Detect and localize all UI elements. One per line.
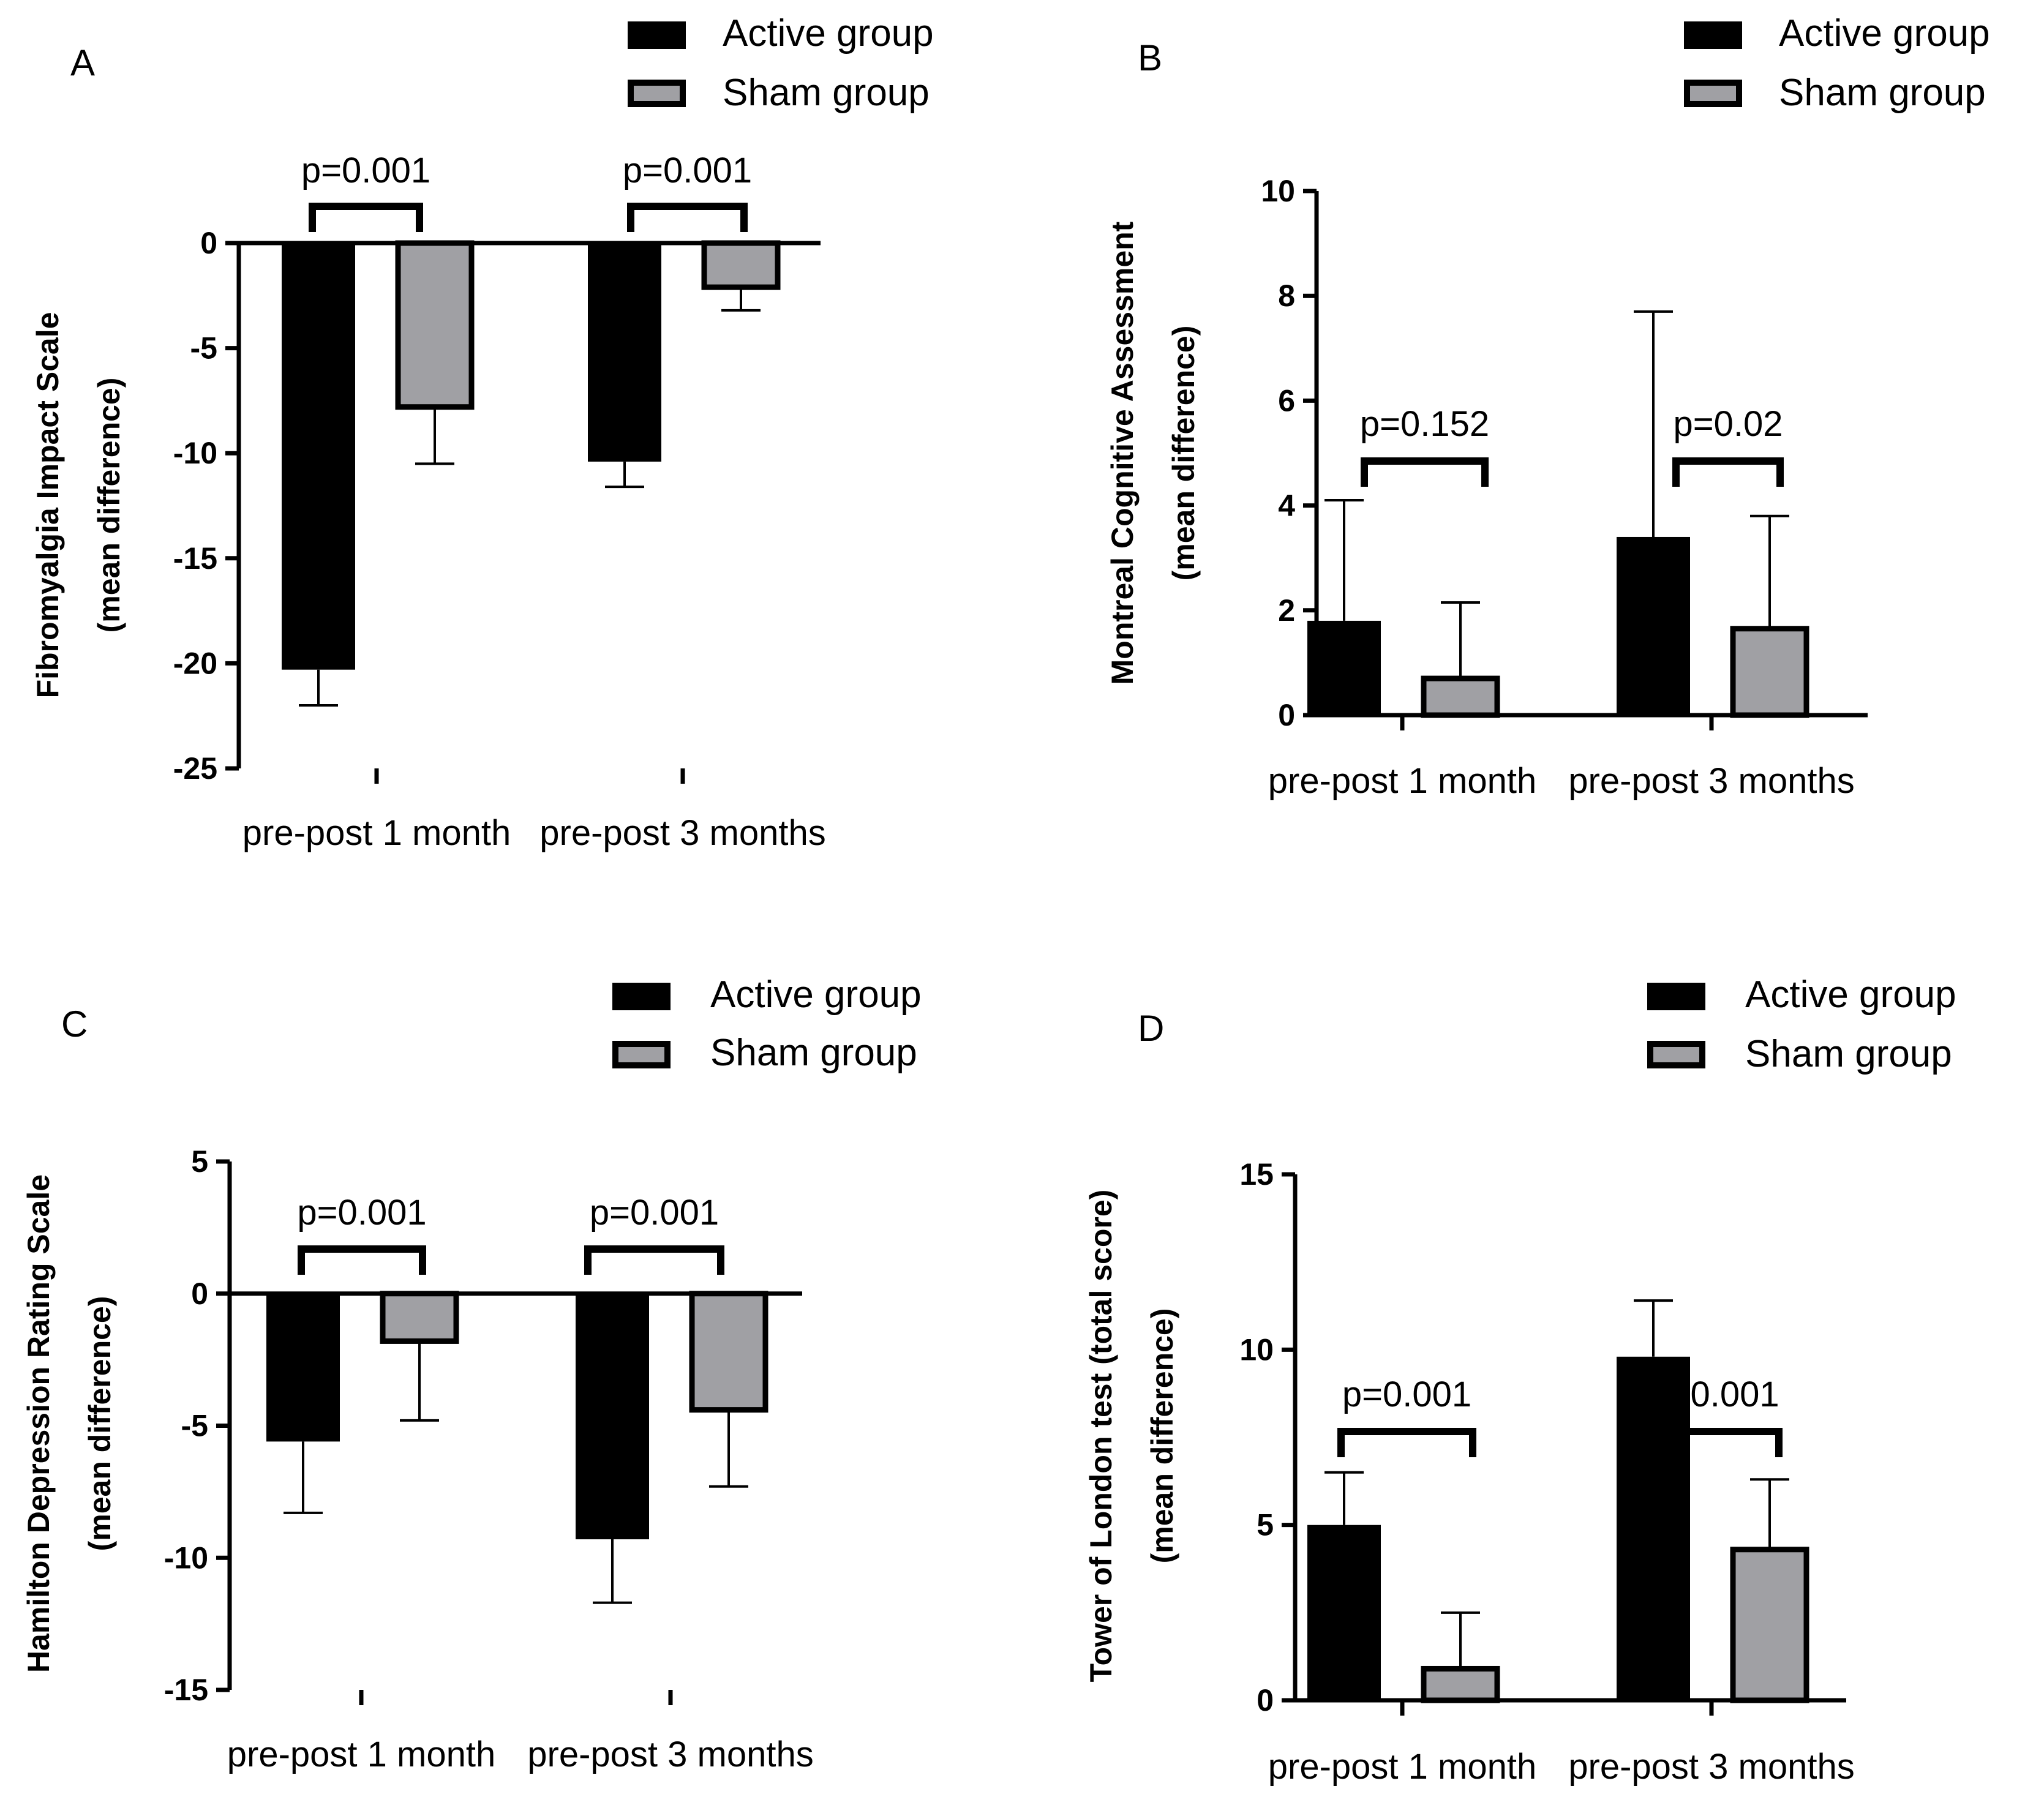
x-tick-label: pre-post 1 month — [1268, 761, 1536, 801]
bar-sham — [1421, 1665, 1500, 1703]
significance-bracket — [1647, 1428, 1783, 1457]
legend-swatch-sham — [628, 80, 686, 107]
x-tick-label: pre-post 3 months — [539, 813, 825, 853]
legend-label: Active group — [1779, 12, 1990, 54]
panel-letter: B — [1138, 37, 1162, 78]
significance-bracket — [584, 1245, 724, 1275]
bar-active — [282, 243, 355, 670]
y-axis-title: (mean difference) — [1145, 1308, 1179, 1564]
y-axis-title: (mean difference) — [92, 378, 126, 633]
bar-sham — [1421, 675, 1500, 718]
bar-active — [1617, 536, 1690, 715]
bar-active — [266, 1293, 340, 1442]
y-tick-label: -10 — [173, 436, 217, 470]
y-axis-title: Tower of London test (total score) — [1084, 1190, 1118, 1683]
bar-sham — [395, 240, 475, 410]
panel-d: D 0 5 10 15 pre-post 1 month pre-post 3 months… — [1084, 974, 1956, 1787]
y-tick-label: -15 — [164, 1673, 208, 1707]
y-tick-label: 15 — [1239, 1157, 1274, 1191]
y-tick-label: 10 — [1261, 174, 1295, 208]
x-tick-label: pre-post 3 months — [1568, 1747, 1854, 1787]
y-tick-label: 10 — [1239, 1332, 1274, 1367]
legend-label: Active group — [723, 12, 934, 54]
panel-b: B 0 2 4 6 8 10 pre-post 1 month pre-post 3 month… — [1105, 12, 1990, 801]
bar-active — [1307, 1525, 1381, 1700]
y-tick-label: 5 — [1257, 1508, 1274, 1542]
y-axis-title: Montreal Cognitive Assessment — [1105, 221, 1140, 685]
p-value-label: p=0.02 — [1673, 404, 1783, 444]
y-tick-label: 4 — [1278, 489, 1295, 523]
y-tick-label: -5 — [190, 331, 217, 366]
legend-swatch-active — [1684, 21, 1742, 49]
legend-label: Sham group — [1779, 72, 1986, 114]
x-tick-label: pre-post 1 month — [1268, 1747, 1536, 1787]
y-tick-label: 2 — [1278, 593, 1295, 628]
p-value-label: p=0.001 — [1650, 1375, 1779, 1414]
x-tick-label: pre-post 1 month — [242, 813, 511, 853]
legend-swatch-active — [1647, 983, 1705, 1010]
x-tick-label: pre-post 3 months — [1568, 761, 1854, 801]
legend: Active group Sham group — [628, 12, 934, 114]
y-tick-label: -25 — [173, 751, 217, 786]
y-tick-label: 0 — [1257, 1683, 1274, 1717]
legend: Active group Sham group — [1647, 974, 1956, 1075]
y-axis-title: (mean difference) — [1167, 326, 1201, 581]
significance-bracket — [1337, 1428, 1476, 1457]
bar-sham — [701, 240, 781, 290]
bar-active — [588, 243, 661, 462]
y-tick-label: 0 — [191, 1277, 208, 1311]
bar-active — [1617, 1356, 1690, 1700]
p-value-label: p=0.001 — [590, 1193, 719, 1233]
bar-active — [576, 1293, 649, 1540]
legend-swatch-active — [628, 21, 686, 49]
y-tick-label: 6 — [1278, 383, 1295, 418]
y-tick-label: -10 — [164, 1540, 208, 1575]
legend-swatch-active — [612, 983, 671, 1010]
y-axis-title: (mean difference) — [83, 1296, 117, 1552]
bar-sham — [380, 1291, 459, 1344]
panel-letter: A — [70, 42, 95, 83]
bar-sham — [1730, 626, 1809, 718]
significance-bracket — [298, 1245, 426, 1275]
y-axis-title: Hamilton Depression Rating Scale — [21, 1174, 56, 1673]
x-tick-label: pre-post 1 month — [227, 1735, 495, 1774]
legend-label: Active group — [710, 974, 922, 1016]
panel-letter: D — [1138, 1008, 1164, 1049]
bar-sham — [689, 1291, 768, 1413]
x-tick-label: pre-post 3 months — [527, 1735, 813, 1774]
y-axis-title: Fibromyalgia Impact Scale — [31, 312, 65, 699]
y-tick-label: 0 — [200, 226, 217, 260]
legend-label: Sham group — [1745, 1033, 1952, 1075]
legend: Active group Sham group — [1684, 12, 1990, 114]
p-value-label: p=0.001 — [297, 1193, 426, 1233]
y-tick-label: -15 — [173, 541, 217, 576]
y-tick-label: 0 — [1278, 698, 1295, 732]
panel-a: A 0 -5 -10 -15 -20 -25 pre-post 1 month pre-post… — [31, 12, 934, 853]
legend: Active group Sham group — [612, 974, 922, 1074]
panel-c: C 5 0 -5 -10 -15 pre-post 1 month pre-post 3 mo… — [21, 974, 922, 1774]
legend-swatch-sham — [1684, 80, 1742, 107]
significance-bracket — [1361, 457, 1489, 487]
p-value-label: p=0.001 — [301, 151, 430, 190]
bar-sham — [1730, 1547, 1809, 1703]
panel-letter: C — [61, 1004, 88, 1045]
legend-swatch-sham — [612, 1041, 671, 1068]
legend-swatch-sham — [1647, 1041, 1705, 1068]
p-value-label: p=0.001 — [623, 151, 752, 190]
y-tick-label: -20 — [173, 646, 217, 680]
p-value-label: p=0.001 — [1342, 1375, 1471, 1414]
legend-label: Sham group — [710, 1032, 917, 1074]
y-tick-label: 5 — [191, 1144, 208, 1179]
bar-active — [1307, 620, 1381, 715]
legend-label: Sham group — [723, 72, 930, 114]
p-value-label: p=0.152 — [1360, 404, 1489, 444]
significance-bracket — [1672, 457, 1784, 487]
y-tick-label: -5 — [181, 1409, 208, 1443]
y-tick-label: 8 — [1278, 279, 1295, 313]
legend-label: Active group — [1745, 974, 1956, 1016]
significance-bracket — [627, 203, 748, 232]
significance-bracket — [309, 203, 423, 232]
